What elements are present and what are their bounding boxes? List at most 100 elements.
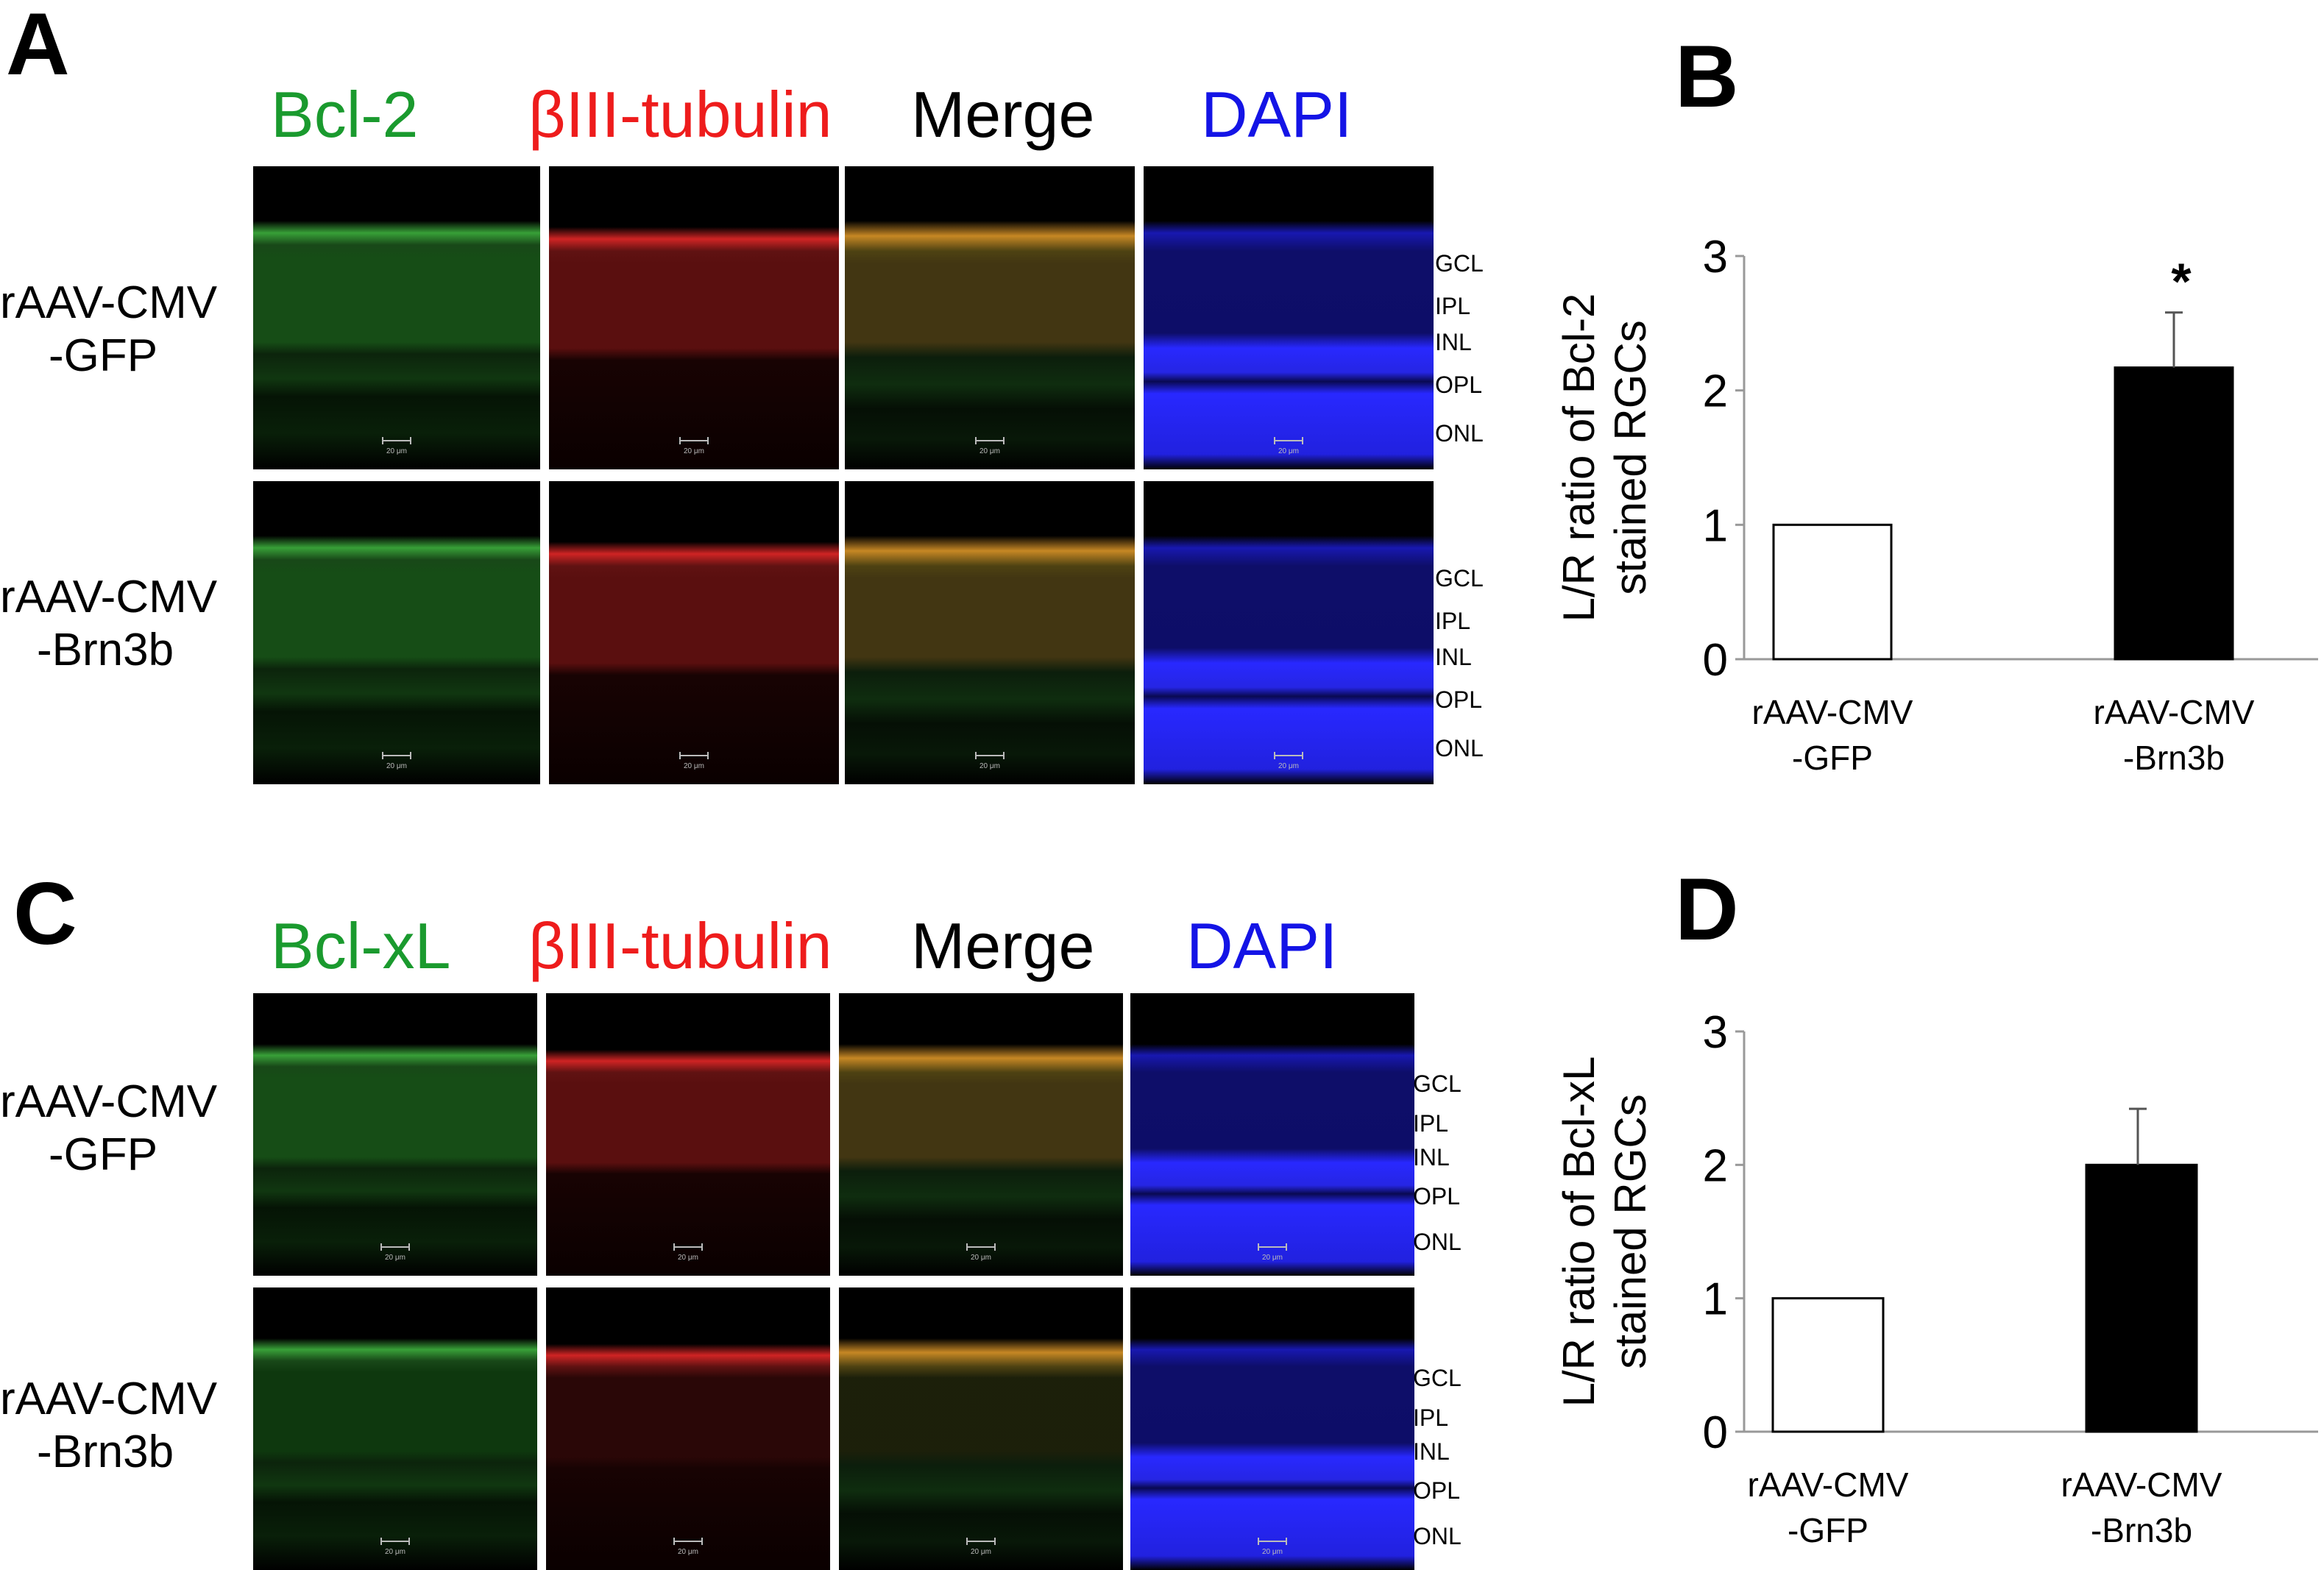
bar-chart-bcl2: 0 1 2 3 L/R ratio of Bcl-2 stained RGCs rAAV-C… — [1554, 232, 2318, 777]
bar — [1771, 1297, 1885, 1433]
y-tick-label: 2 — [1703, 1140, 1728, 1191]
scale-bar — [975, 752, 1005, 759]
y-tick-label: 0 — [1703, 1407, 1728, 1458]
x-category-label: -Brn3b — [2123, 739, 2225, 777]
scale-bar — [382, 437, 411, 444]
y-tick-label: 0 — [1703, 635, 1728, 686]
column-header-tubulin: βIII-tubulin — [528, 78, 832, 151]
x-category-label: -Brn3b — [2091, 1511, 2192, 1549]
scale-bar-label: 20 μm — [678, 1254, 698, 1262]
layer-label-opl: OPL — [1435, 686, 1483, 713]
scale-bar-label: 20 μm — [979, 447, 1000, 455]
x-category-label: rAAV-CMV — [2061, 1466, 2222, 1504]
row-label-line1: rAAV-CMV — [0, 277, 218, 328]
row-label-line2: -GFP — [49, 1129, 158, 1180]
row-label-line2: -Brn3b — [37, 624, 174, 675]
panel-letter-a: A — [6, 0, 70, 93]
scale-bar — [966, 1243, 996, 1251]
green-channel-image: 20 μm — [253, 1287, 537, 1570]
layer-label-ipl: IPL — [1435, 607, 1471, 634]
y-tick-label: 2 — [1703, 366, 1728, 417]
column-header-tubulin: βIII-tubulin — [528, 909, 832, 982]
dapi-image: 20 μm — [1130, 1287, 1414, 1570]
row-label-line1: rAAV-CMV — [0, 1374, 218, 1424]
x-category-label: -GFP — [1792, 739, 1873, 777]
merge-image: 20 μm — [839, 1287, 1123, 1570]
scale-bar-label: 20 μm — [385, 1548, 405, 1556]
layer-label-gcl: GCL — [1413, 1364, 1462, 1391]
y-tick-label: 1 — [1703, 1274, 1728, 1325]
scale-bar-label: 20 μm — [1278, 447, 1299, 455]
scale-bar-label: 20 μm — [1262, 1254, 1283, 1262]
scale-bar-label: 20 μm — [684, 762, 704, 770]
dapi-image: 20 μm — [1144, 166, 1434, 469]
bar-chart-bclxl: 0 1 2 3 L/R ratio of Bcl-xL stained RGCs rAAV-… — [1554, 1007, 2318, 1549]
y-tick-label: 3 — [1703, 232, 1728, 283]
bar — [2085, 1163, 2198, 1433]
panel-letter-d: D — [1675, 860, 1739, 959]
layer-label-gcl: GCL — [1435, 564, 1484, 592]
row-label-line1: rAAV-CMV — [0, 572, 218, 622]
row-label-brn3b: rAAV-CMV -Brn3b — [0, 1373, 217, 1479]
layer-label-onl: ONL — [1413, 1522, 1462, 1549]
layer-label-inl: INL — [1413, 1143, 1450, 1171]
column-header-dapi: DAPI — [1201, 78, 1353, 151]
merge-image: 20 μm — [845, 166, 1135, 469]
scale-bar — [1274, 437, 1303, 444]
layer-label-opl: OPL — [1435, 371, 1483, 398]
layer-label-onl: ONL — [1413, 1228, 1462, 1255]
row-label-brn3b: rAAV-CMV -Brn3b — [0, 571, 217, 677]
panel-letter-b: B — [1675, 27, 1739, 126]
column-header-bcl2: Bcl-2 — [271, 78, 419, 151]
scale-bar — [380, 1538, 410, 1545]
layer-label-opl: OPL — [1413, 1477, 1461, 1505]
scale-bar — [1258, 1538, 1287, 1545]
merge-image: 20 μm — [839, 993, 1123, 1276]
significance-star: * — [2171, 253, 2192, 310]
y-tick-label: 3 — [1703, 1007, 1728, 1058]
scale-bar — [382, 752, 411, 759]
green-channel-image: 20 μm — [253, 993, 537, 1276]
layer-label-inl: INL — [1413, 1438, 1450, 1465]
layer-label-inl: INL — [1435, 643, 1472, 670]
scale-bar — [966, 1538, 996, 1545]
layer-label-ipl: IPL — [1413, 1404, 1449, 1431]
scale-bar-label: 20 μm — [385, 1254, 405, 1262]
scale-bar — [380, 1243, 410, 1251]
scale-bar-label: 20 μm — [386, 762, 407, 770]
red-channel-image: 20 μm — [546, 1287, 830, 1570]
dapi-image: 20 μm — [1130, 993, 1414, 1276]
layer-label-inl: INL — [1435, 328, 1472, 355]
layer-label-gcl: GCL — [1435, 249, 1484, 277]
red-channel-image: 20 μm — [546, 993, 830, 1276]
bar — [2114, 366, 2234, 661]
scale-bar — [673, 1538, 703, 1545]
red-channel-image: 20 μm — [549, 481, 839, 784]
scale-bar — [673, 1243, 703, 1251]
column-header-merge: Merge — [911, 909, 1095, 982]
layer-label-onl: ONL — [1435, 419, 1484, 447]
dapi-image: 20 μm — [1144, 481, 1434, 784]
scale-bar-label: 20 μm — [684, 447, 704, 455]
x-category-label: rAAV-CMV — [1748, 1466, 1909, 1504]
x-category-label: rAAV-CMV — [2094, 693, 2255, 731]
panel-letter-c: C — [13, 864, 77, 963]
scale-bar — [975, 437, 1005, 444]
row-label-line2: -Brn3b — [37, 1426, 174, 1477]
red-channel-image: 20 μm — [549, 166, 839, 469]
scale-bar-label: 20 μm — [971, 1548, 991, 1556]
row-label-gfp: rAAV-CMV -GFP — [0, 1076, 217, 1182]
scale-bar-label: 20 μm — [678, 1548, 698, 1556]
x-category-label: rAAV-CMV — [1752, 693, 1913, 731]
scale-bar-label: 20 μm — [1278, 762, 1299, 770]
scale-bar-label: 20 μm — [386, 447, 407, 455]
layer-label-ipl: IPL — [1435, 292, 1471, 319]
merge-image: 20 μm — [845, 481, 1135, 784]
y-axis-label: stained RGCs — [1606, 320, 1655, 594]
row-label-gfp: rAAV-CMV -GFP — [0, 277, 217, 383]
column-header-bclxl: Bcl-xL — [271, 909, 451, 982]
layer-label-opl: OPL — [1413, 1183, 1461, 1210]
row-label-line2: -GFP — [49, 330, 158, 381]
scale-bar — [1258, 1243, 1287, 1251]
bar — [1772, 523, 1893, 661]
